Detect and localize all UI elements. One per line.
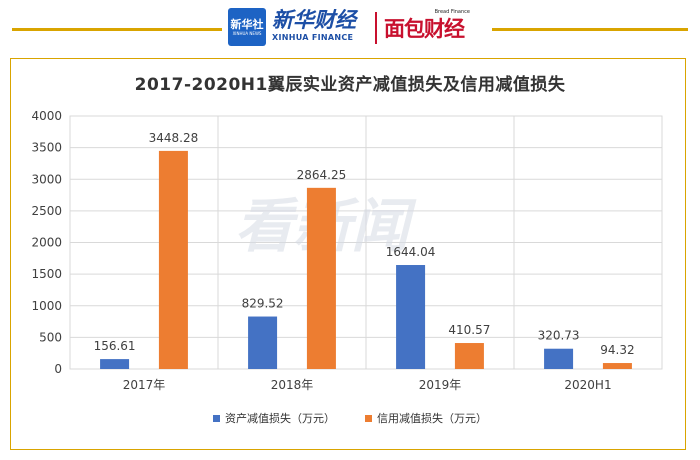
xinhua-finance-logo-cn: 新华财经 <box>272 8 356 32</box>
xinhua-news-logo: 新华社 XINHUA NEWS <box>228 8 266 46</box>
bar-series-1 <box>396 265 426 369</box>
bar-series-2 <box>306 187 336 369</box>
y-tick-label: 0 <box>54 362 62 376</box>
xinhua-news-logo-cn: 新华社 <box>230 17 264 31</box>
data-label-series-2: 3448.28 <box>149 131 199 145</box>
y-tick-label: 1500 <box>31 267 62 281</box>
legend-item-series-1: 资产减值损失（万元） <box>213 410 335 426</box>
y-tick-label: 1000 <box>31 299 62 313</box>
bars <box>100 150 632 369</box>
logo-separator <box>375 12 377 44</box>
data-label-series-2: 410.57 <box>448 323 490 337</box>
x-tick-label: 2017年 <box>123 378 166 392</box>
legend-swatch-series-2 <box>365 414 372 422</box>
xinhua-finance-logo: 新华财经 XINHUA FINANCE <box>272 8 368 48</box>
header-divider-right <box>492 28 688 31</box>
legend-label-series-1: 资产减值损失（万元） <box>225 412 335 425</box>
bar-series-2 <box>454 343 484 369</box>
legend-label-series-2: 信用减值损失（万元） <box>377 412 487 425</box>
bar-series-1 <box>544 348 574 369</box>
x-tick-label: 2019年 <box>419 378 462 392</box>
bread-finance-logo-en: Bread Finance <box>434 9 470 15</box>
bar-series-1 <box>100 359 130 369</box>
y-tick-label: 3500 <box>31 141 62 155</box>
y-tick-label: 2500 <box>31 204 62 218</box>
y-tick-label: 4000 <box>31 109 62 123</box>
xinhua-finance-logo-en: XINHUA FINANCE <box>272 33 354 42</box>
header: 新华社 XINHUA NEWS 新华财经 XINHUA FINANCE Brea… <box>0 0 700 58</box>
x-tick-label: 2020H1 <box>564 378 611 392</box>
chart-title: 2017-2020H1翼辰实业资产减值损失及信用减值损失 <box>134 75 566 95</box>
data-label-series-1: 156.61 <box>94 339 136 353</box>
bread-finance-logo-cn: 面包财经 <box>384 17 465 41</box>
y-tick-label: 500 <box>39 330 62 344</box>
chart-frame <box>10 58 686 450</box>
data-label-series-2: 94.32 <box>600 343 634 357</box>
legend-item-series-2: 信用减值损失（万元） <box>365 410 487 426</box>
header-divider-left <box>12 28 222 31</box>
y-axis-ticks: 0 500 1000 1500 2000 2500 3000 3500 4000 <box>31 109 62 376</box>
data-label-series-2: 2864.25 <box>297 168 347 182</box>
x-tick-label: 2018年 <box>271 378 314 392</box>
data-label-series-1: 829.52 <box>242 297 284 311</box>
y-tick-label: 3000 <box>31 172 62 186</box>
x-axis-ticks: 2017年 2018年 2019年 2020H1 <box>123 378 612 392</box>
data-label-series-1: 1644.04 <box>386 245 436 259</box>
bar-series-1 <box>248 316 278 369</box>
data-labels: 156.61 3448.28 829.52 2864.25 1644.04 410.57 3… <box>94 131 635 357</box>
data-label-series-1: 320.73 <box>538 329 580 343</box>
legend: 资产减值损失（万元） 信用减值损失（万元） <box>0 410 700 426</box>
bread-finance-logo: Bread Finance 面包财经 <box>384 8 474 48</box>
bar-series-2 <box>602 363 632 369</box>
bar-series-2 <box>158 150 188 369</box>
y-tick-label: 2000 <box>31 236 62 250</box>
legend-swatch-series-1 <box>213 414 220 422</box>
xinhua-news-logo-en: XINHUA NEWS <box>232 30 262 36</box>
